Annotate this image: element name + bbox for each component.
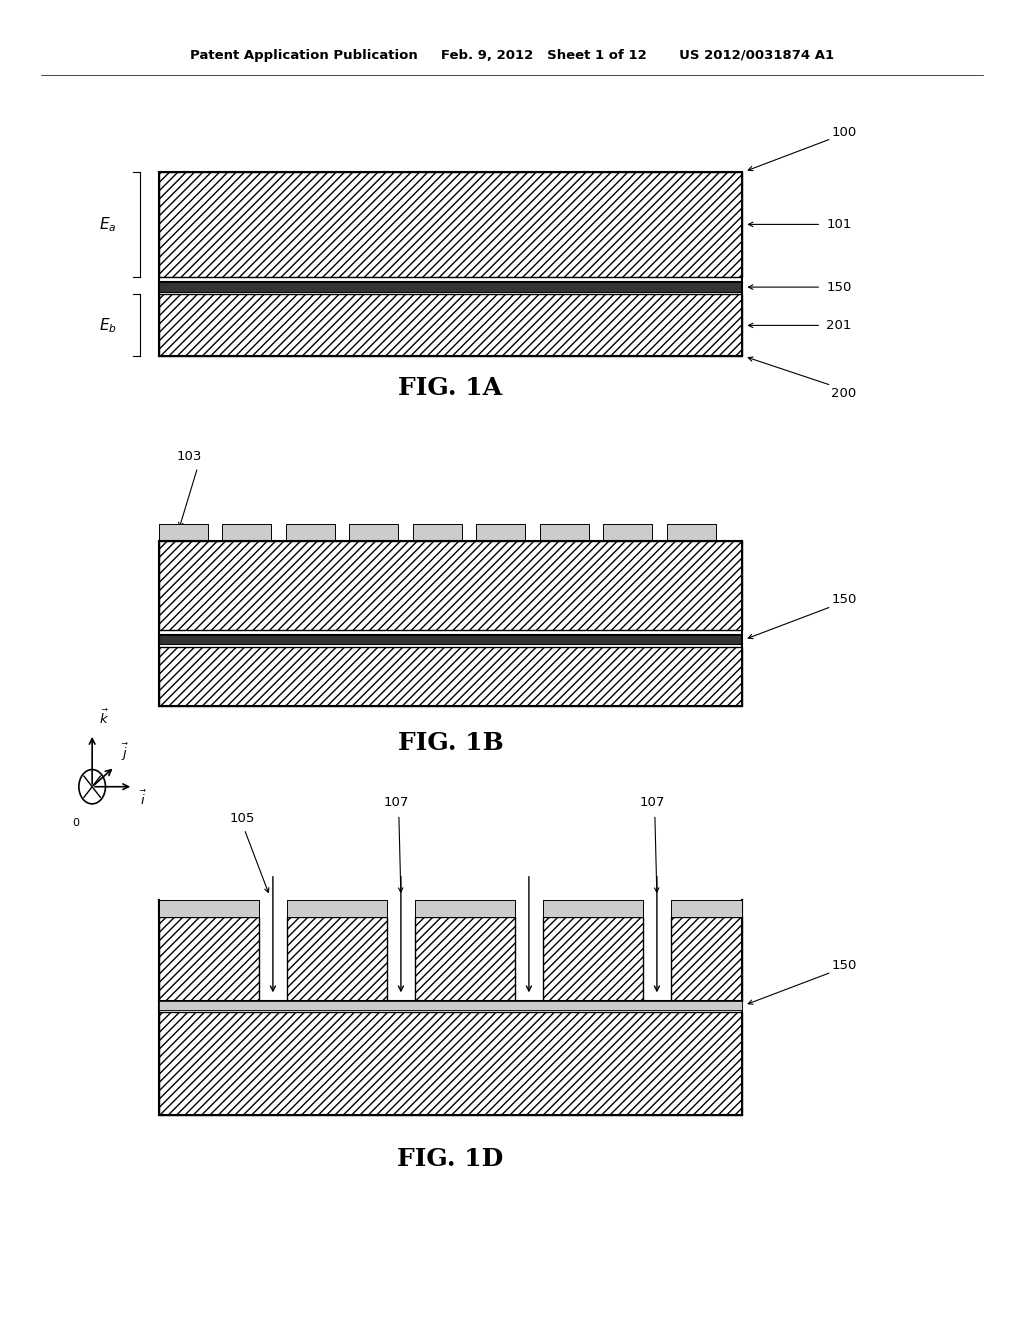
Bar bbox=[159, 282, 742, 292]
Text: $E_b$: $E_b$ bbox=[98, 315, 117, 335]
Text: 103: 103 bbox=[177, 450, 202, 463]
Bar bbox=[159, 1012, 742, 1115]
Bar bbox=[671, 900, 742, 917]
Text: FIG. 1D: FIG. 1D bbox=[397, 1147, 504, 1171]
Text: $E_a$: $E_a$ bbox=[98, 215, 117, 234]
Bar bbox=[159, 900, 259, 917]
Text: FIG. 1A: FIG. 1A bbox=[398, 376, 503, 400]
Bar bbox=[415, 917, 515, 1001]
Bar bbox=[540, 524, 589, 541]
Text: FIG. 1B: FIG. 1B bbox=[397, 731, 504, 755]
Text: $\vec{j}$: $\vec{j}$ bbox=[121, 742, 129, 763]
Bar bbox=[286, 524, 335, 541]
Text: 107: 107 bbox=[383, 796, 409, 809]
Text: 150: 150 bbox=[831, 594, 857, 606]
Text: 200: 200 bbox=[831, 387, 857, 400]
Bar bbox=[222, 524, 271, 541]
Bar bbox=[667, 524, 716, 541]
Bar bbox=[543, 917, 643, 1001]
Bar bbox=[603, 524, 652, 541]
Bar bbox=[159, 524, 208, 541]
Bar bbox=[415, 900, 515, 917]
Bar bbox=[159, 172, 742, 277]
Text: Patent Application Publication     Feb. 9, 2012   Sheet 1 of 12       US 2012/00: Patent Application Publication Feb. 9, 2… bbox=[189, 49, 835, 62]
Text: 107: 107 bbox=[639, 796, 665, 809]
Text: 150: 150 bbox=[831, 960, 857, 972]
Bar bbox=[543, 900, 643, 917]
Text: 101: 101 bbox=[826, 218, 852, 231]
Text: $\vec{k}$: $\vec{k}$ bbox=[99, 709, 110, 727]
Bar bbox=[476, 524, 525, 541]
Bar bbox=[287, 900, 387, 917]
Bar bbox=[671, 917, 742, 1001]
Text: 105: 105 bbox=[229, 812, 255, 825]
Text: 150: 150 bbox=[826, 281, 852, 293]
Bar bbox=[159, 1001, 742, 1010]
Bar bbox=[159, 917, 259, 1001]
Text: 0: 0 bbox=[73, 818, 79, 829]
Bar bbox=[159, 635, 742, 644]
Bar bbox=[159, 294, 742, 356]
Bar bbox=[349, 524, 398, 541]
Text: $\vec{i}$: $\vec{i}$ bbox=[139, 789, 147, 808]
Bar bbox=[159, 647, 742, 706]
Bar bbox=[413, 524, 462, 541]
Text: 201: 201 bbox=[826, 319, 852, 331]
Bar bbox=[287, 917, 387, 1001]
Bar bbox=[159, 541, 742, 630]
Text: 100: 100 bbox=[831, 125, 857, 139]
